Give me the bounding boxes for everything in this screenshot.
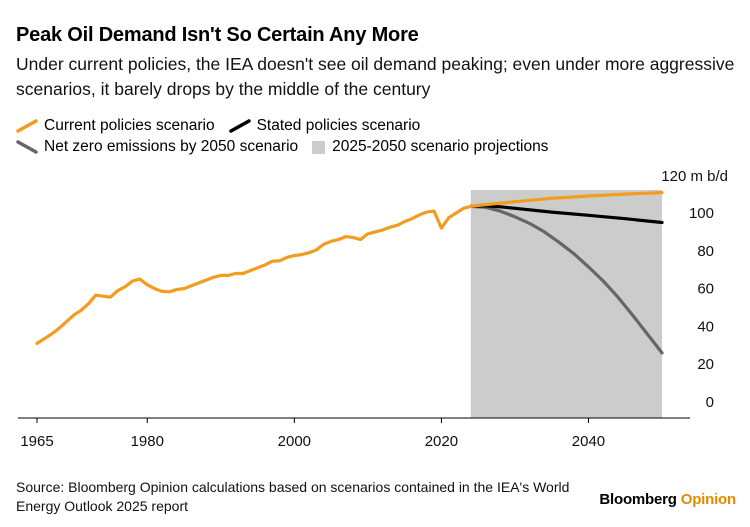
legend-label-projections: 2025-2050 scenario projections [332, 138, 549, 155]
source-note: Source: Bloomberg Opinion calculations b… [16, 479, 570, 514]
legend-net-zero: Net zero emissions by 2050 scenario [16, 138, 298, 156]
brand-main: Bloomberg [599, 491, 677, 508]
y-tick-label-40: 40 [697, 318, 714, 335]
series-line-2 [469, 204, 664, 355]
legend-label-stated: Stated policies scenario [256, 117, 421, 134]
x-tick-label-1965: 1965 [20, 433, 53, 450]
y-tick-label-60: 60 [697, 281, 714, 298]
legend-row-1: Current policies scenario Stated policie… [16, 117, 434, 135]
y-tick-label-80: 80 [697, 243, 714, 260]
legend-swatch-netzero [16, 140, 38, 154]
x-tick-label-2020: 2020 [425, 433, 458, 450]
y-tick-label-20: 20 [697, 356, 714, 373]
chart-subtitle: Under current policies, the IEA doesn't … [16, 54, 735, 99]
series-line-0 [35, 191, 664, 345]
x-tick-label-2000: 2000 [278, 433, 311, 450]
legend-swatch-projections [312, 140, 326, 154]
legend-label-netzero: Net zero emissions by 2050 scenario [44, 138, 299, 155]
brand-logo: Bloomberg Opinion [599, 491, 736, 508]
chart-title: Peak Oil Demand Isn't So Certain Any Mor… [16, 24, 419, 46]
legend-projections: 2025-2050 scenario projections [312, 138, 548, 156]
y-tick-label-0: 0 [706, 394, 714, 411]
y-unit-label: 120 m b/d [661, 168, 728, 185]
brand-accent: Opinion [680, 491, 736, 508]
legend-current-policies: Current policies scenario [16, 117, 215, 135]
projection-shading [470, 190, 662, 418]
legend-label-current: Current policies scenario [44, 117, 215, 134]
legend-swatch-stated [228, 119, 251, 133]
x-tick-label-1980: 1980 [131, 433, 164, 450]
x-tick-label-2040: 2040 [572, 433, 605, 450]
y-tick-label-100: 100 [689, 205, 714, 222]
legend-swatch-current [16, 119, 38, 133]
legend-stated-policies: Stated policies scenario [228, 117, 421, 135]
legend-row-2: Net zero emissions by 2050 scenario 2025… [16, 138, 562, 156]
